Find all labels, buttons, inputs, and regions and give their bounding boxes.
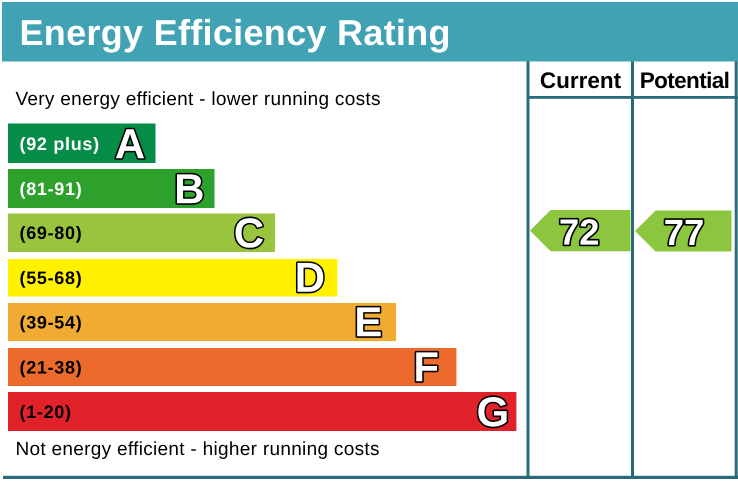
svg-text:(39-54): (39-54): [20, 313, 83, 333]
svg-text:Not energy efficient - higher: Not energy efficient - higher running co…: [16, 439, 380, 460]
svg-text:(1-20): (1-20): [20, 402, 72, 422]
svg-text:Very energy efficient - lower: Very energy efficient - lower running co…: [16, 89, 381, 110]
svg-text:(21-38): (21-38): [20, 358, 83, 378]
svg-text:Potential: Potential: [640, 68, 730, 93]
svg-text:(81-91): (81-91): [20, 179, 83, 199]
svg-text:Current: Current: [540, 68, 622, 93]
svg-text:(55-68): (55-68): [20, 268, 83, 288]
svg-text:(69-80): (69-80): [20, 223, 83, 243]
svg-text:Energy Efficiency Rating: Energy Efficiency Rating: [20, 12, 451, 53]
svg-text:(92 plus): (92 plus): [20, 134, 100, 154]
